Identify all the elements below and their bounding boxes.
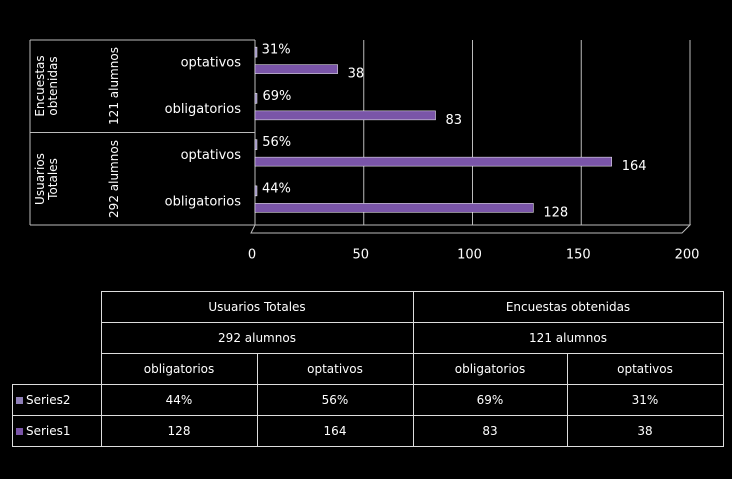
data-label: 128 [543, 205, 568, 220]
bar [254, 110, 436, 121]
category-frame [29, 39, 256, 226]
data-table: Usuarios Totales Encuestas obtenidas 292 a… [12, 291, 724, 447]
blank [13, 354, 102, 385]
table-value: 31% [566, 384, 724, 416]
group-sublabel: 292 alumnos [107, 139, 121, 218]
table-value: 38 [566, 415, 724, 447]
x-tick-label: 0 [248, 248, 256, 263]
data-label: 164 [622, 159, 647, 174]
category-header: obligatorios [100, 353, 258, 385]
chart: 0 50 100 150 200 obligatorios optativos obligat… [29, 39, 700, 263]
table-value: 44% [100, 384, 258, 416]
category-header: optativos [256, 353, 414, 385]
table-row: 292 alumnos 121 alumnos [13, 322, 724, 354]
x-tick-label: 200 [675, 248, 700, 263]
group-header: Usuarios Totales [100, 291, 414, 323]
legend-swatch [16, 428, 23, 435]
category-header: obligatorios [412, 353, 568, 385]
x-tick-label: 50 [352, 248, 369, 263]
legend-label: Series1 [26, 424, 71, 438]
group-label: Encuestas obtenidas [33, 55, 60, 117]
data-label: 83 [446, 113, 463, 128]
group-sublabel: 121 alumnos [107, 47, 121, 126]
x-tick-label: 150 [566, 248, 591, 263]
table-row: Series2 44% 56% 69% 31% [12, 384, 724, 416]
table-value: 69% [412, 384, 568, 416]
table-value: 56% [256, 384, 414, 416]
data-label: 69% [263, 89, 292, 104]
table-value: 128 [100, 415, 258, 447]
bar [254, 93, 258, 104]
blank [13, 323, 102, 354]
bar [254, 139, 258, 150]
category-label: obligatorios [165, 102, 242, 117]
bar [254, 156, 612, 167]
legend-swatch [16, 397, 23, 404]
category-label: optativos [181, 56, 242, 71]
group-subheader: 292 alumnos [100, 322, 414, 354]
bar [254, 64, 338, 74]
data-label: 38 [348, 67, 365, 82]
bar [254, 185, 258, 197]
table-row: obligatorios optativos obligatorios optativ… [13, 353, 724, 385]
bar [254, 203, 534, 213]
data-label: 44% [262, 181, 291, 196]
category-label: optativos [181, 148, 242, 163]
category-label: obligatorios [165, 194, 242, 209]
blank [13, 292, 102, 323]
legend-cell: Series2 [12, 384, 102, 416]
group-subheader: 121 alumnos [412, 322, 724, 354]
table-value: 83 [412, 415, 568, 447]
table-value: 164 [256, 415, 414, 447]
table-row: Series1 128 164 83 38 [12, 415, 724, 447]
table-row: Usuarios Totales Encuestas obtenidas [13, 291, 724, 323]
legend-cell: Series1 [12, 415, 102, 447]
group-header: Encuestas obtenidas [412, 291, 724, 323]
group-label: Usuarios Totales [33, 152, 60, 205]
x-tick-label: 100 [457, 248, 482, 263]
floor [250, 224, 692, 234]
legend-label: Series2 [26, 393, 71, 407]
bar [254, 46, 258, 58]
data-label: 56% [262, 135, 291, 150]
data-label: 31% [262, 43, 291, 58]
category-header: optativos [566, 353, 724, 385]
